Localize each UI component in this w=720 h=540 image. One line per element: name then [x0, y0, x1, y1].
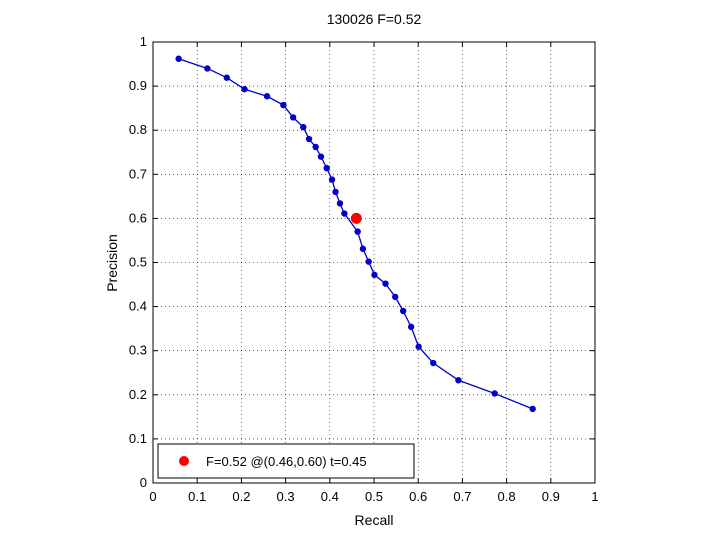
data-point	[204, 65, 211, 72]
highlight-layer	[350, 212, 362, 224]
x-tick-label: 0.1	[188, 489, 206, 504]
data-point	[263, 93, 271, 100]
x-tick-label: 0.8	[498, 489, 516, 504]
series-layer	[175, 55, 536, 413]
legend: F=0.52 @(0.46,0.60) t=0.45	[157, 443, 415, 479]
data-point	[415, 343, 422, 350]
data-point	[280, 101, 287, 109]
legend-label: F=0.52 @(0.46,0.60) t=0.45	[206, 454, 367, 469]
y-tick-label: 0.2	[129, 387, 147, 402]
data-point	[491, 390, 498, 397]
y-tick-label: 0.5	[129, 255, 147, 270]
data-point	[365, 258, 372, 265]
y-tick-label: 0.3	[129, 343, 147, 358]
x-tick-label: 0.9	[542, 489, 560, 504]
y-tick-label: 0.4	[129, 299, 147, 314]
data-point	[359, 245, 367, 253]
x-tick-labels: 0 0.1 0.2 0.3 0.4 0.5 0.6 0.7 0.8 0.9 1	[149, 489, 598, 504]
x-tick-label: 0.6	[409, 489, 427, 504]
data-point	[392, 293, 399, 301]
data-point	[305, 135, 313, 143]
x-tick-label: 1	[591, 489, 598, 504]
data-point	[332, 188, 339, 196]
y-tick-label: 0.1	[129, 431, 147, 446]
data-point	[407, 323, 415, 331]
data-point	[529, 405, 536, 413]
plot-frame	[152, 41, 596, 484]
data-point	[223, 74, 231, 81]
legend-marker	[179, 456, 189, 466]
data-point	[317, 153, 325, 160]
data-point	[455, 377, 462, 384]
data-point	[430, 359, 437, 367]
grid-lines	[153, 42, 595, 483]
y-tick-labels: 0 0.1 0.2 0.3 0.4 0.5 0.6 0.7 0.8 0.9 1	[129, 34, 147, 490]
data-point	[300, 123, 307, 131]
data-point	[241, 85, 248, 93]
x-tick-label: 0.7	[453, 489, 471, 504]
y-tick-label: 0	[140, 475, 147, 490]
data-point	[323, 164, 330, 172]
data-point	[328, 176, 336, 183]
best-f-point	[350, 212, 362, 224]
data-point	[354, 228, 361, 235]
data-point	[382, 280, 389, 287]
y-tick-label: 0.6	[129, 210, 147, 225]
data-point	[341, 210, 348, 217]
data-point	[312, 143, 319, 151]
data-point	[289, 114, 297, 121]
data-point	[175, 55, 182, 62]
legend-box	[157, 443, 415, 479]
x-tick-label: 0.2	[232, 489, 250, 504]
data-point	[371, 271, 378, 279]
y-tick-label: 0.8	[129, 122, 147, 137]
x-tick-label: 0	[149, 489, 156, 504]
y-tick-label: 0.9	[129, 78, 147, 93]
y-tick-label: 1	[140, 34, 147, 49]
x-tick-label: 0.5	[365, 489, 383, 504]
x-tick-label: 0.4	[321, 489, 339, 504]
y-tick-label: 0.7	[129, 166, 147, 181]
data-point	[336, 200, 344, 207]
chart-title: 130026 F=0.52	[327, 11, 422, 27]
data-point	[399, 307, 407, 315]
x-axis-label: Recall	[355, 512, 394, 528]
y-axis-label: Precision	[104, 234, 120, 292]
x-tick-label: 0.3	[277, 489, 295, 504]
